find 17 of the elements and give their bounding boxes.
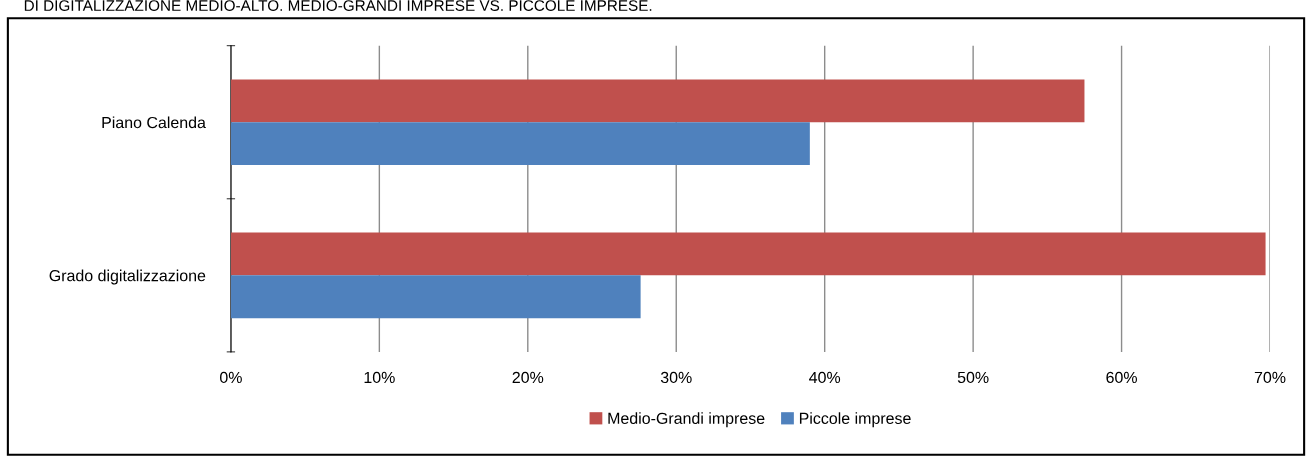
chart-title: DI DIGITALIZZAZIONE MEDIO-ALTO. MEDIO-GRANDI IMPRESE VS. PICCOLE IMPRESE. [24,0,652,11]
x-tick-label: 50% [957,371,989,384]
y-tick-label: Piano Calenda [102,116,206,129]
x-tick-label: 40% [809,371,841,384]
x-tick-label: 30% [660,371,692,384]
x-tick-label: 60% [1106,371,1137,384]
x-tick-label: 0% [219,371,242,384]
x-tick-label: 10% [364,371,395,384]
bar [230,232,1266,276]
bar [230,79,1085,123]
x-tick-label: 20% [512,371,544,384]
bar [230,122,810,166]
legend-label: Medio-Grandi imprese [608,412,765,428]
bar [230,275,641,319]
legend-label: Piccole imprese [799,412,911,428]
x-tick-label: 70% [1254,371,1286,384]
y-tick-label: Grado digitalizzazione [49,269,206,285]
